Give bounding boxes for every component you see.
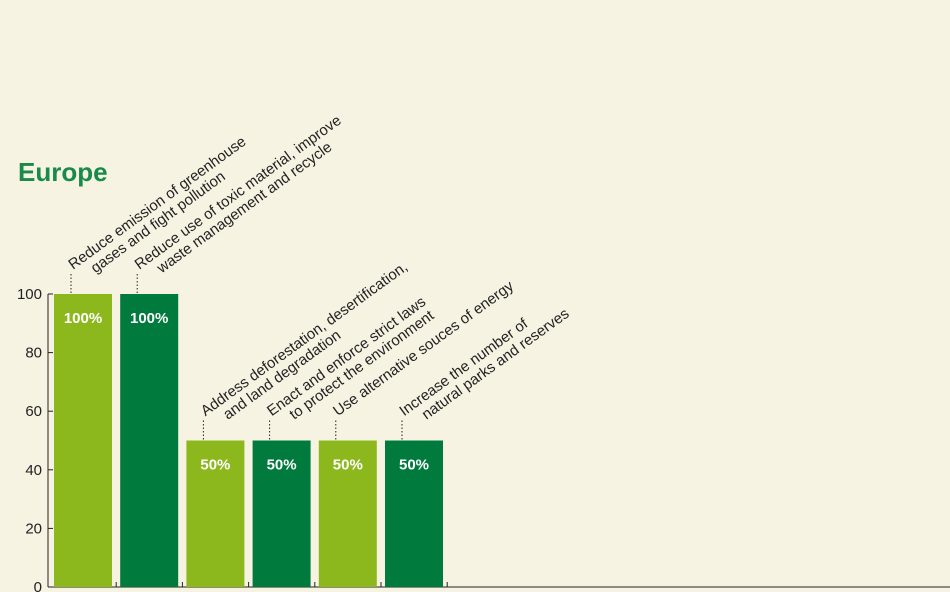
y-tick-label: 40 bbox=[25, 462, 42, 479]
y-tick-label: 0 bbox=[34, 579, 42, 592]
bar bbox=[120, 294, 179, 587]
category-label-line: natural parks and reserves bbox=[419, 305, 573, 423]
y-tick-label: 60 bbox=[25, 403, 42, 420]
bar bbox=[385, 440, 443, 587]
bar bbox=[54, 294, 112, 587]
bar-value-label: 50% bbox=[267, 457, 297, 474]
bar-value-label: 100% bbox=[64, 310, 102, 327]
y-tick-label: 100 bbox=[17, 286, 42, 303]
bar-value-label: 50% bbox=[200, 457, 230, 474]
bar bbox=[318, 440, 377, 587]
bar bbox=[252, 440, 311, 587]
bars: 100% 100% 50% 50% 50% 50% bbox=[54, 294, 443, 587]
bar-value-label: 50% bbox=[399, 457, 429, 474]
y-tick-label: 20 bbox=[25, 520, 42, 537]
bar-value-label: 50% bbox=[333, 457, 363, 474]
y-tick-label: 80 bbox=[25, 345, 42, 362]
chart-title: Europe bbox=[18, 157, 108, 187]
bar bbox=[186, 440, 245, 587]
bar-value-label: 100% bbox=[130, 310, 168, 327]
